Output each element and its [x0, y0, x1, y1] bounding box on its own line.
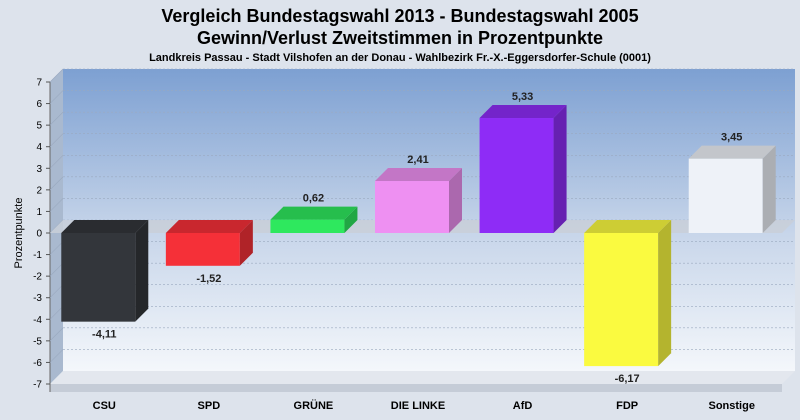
bar-top — [479, 105, 567, 119]
bar-front — [375, 181, 449, 233]
value-label: -6,17 — [615, 373, 640, 385]
y-tick-label: -3 — [33, 293, 42, 304]
grid-line-side — [49, 133, 64, 147]
category-labels: CSU SPD GRÜNE DIE LINKE AfD FDP Sonstige — [93, 399, 755, 412]
chart-location: Landkreis Passau - Stadt Vilshofen an de… — [149, 52, 651, 64]
bar-front — [270, 219, 345, 233]
bar-side — [449, 168, 462, 233]
grid-line-side — [49, 198, 64, 212]
y-tick-label: -4 — [33, 315, 42, 326]
grid-line-side — [49, 349, 64, 363]
category-label: CSU — [93, 400, 116, 412]
grid-line-side — [49, 284, 64, 298]
floor — [50, 371, 795, 384]
value-label: 3,45 — [721, 132, 742, 144]
grid-line-side — [49, 327, 64, 342]
bars — [61, 105, 776, 367]
y-tick-labels: 7 6 5 4 3 2 1 0 -1 -2 -3 -4 -5 -6 -7 — [33, 78, 50, 391]
bar-top — [375, 168, 462, 182]
value-labels: -4,11 -1,52 0,62 2,41 5,33 -6,17 3,45 — [92, 91, 742, 385]
grid-line-side — [49, 90, 64, 104]
bar-front — [165, 233, 240, 266]
value-label: 5,33 — [512, 91, 533, 103]
y-tick-label: 5 — [36, 121, 42, 132]
category-label: FDP — [616, 400, 638, 412]
chart-title: Vergleich Bundestagswahl 2013 - Bundesta… — [161, 6, 639, 26]
value-label: 0,62 — [303, 193, 324, 205]
bar-side — [553, 105, 567, 233]
bar-front — [479, 118, 554, 233]
category-label: GRÜNE — [294, 399, 334, 412]
y-tick-label: -5 — [33, 336, 42, 347]
category-label: AfD — [513, 400, 533, 412]
bar-top — [165, 220, 253, 233]
y-tick-label: 0 — [36, 229, 42, 240]
bar-fdp — [584, 220, 672, 367]
y-tick-label: 2 — [36, 185, 42, 196]
bar-front — [61, 233, 136, 322]
category-label: SPD — [198, 400, 221, 412]
grid-line-side — [49, 241, 64, 255]
y-tick-label: 1 — [36, 207, 42, 218]
chart-titles: Vergleich Bundestagswahl 2013 - Bundesta… — [0, 0, 800, 65]
grid-line-side — [49, 176, 64, 191]
y-tick-label: -1 — [33, 250, 42, 261]
bar-side — [762, 145, 776, 233]
value-label: -1,52 — [196, 273, 221, 285]
bar-front — [688, 158, 763, 233]
grid-line-side — [49, 306, 64, 320]
chart-subtitle: Gewinn/Verlust Zweitstimmen in Prozentpu… — [196, 28, 604, 48]
y-tick-label: 3 — [36, 164, 42, 175]
y-tick-label: -6 — [33, 358, 42, 369]
bar-top — [688, 145, 776, 159]
bar-side — [344, 206, 358, 233]
bar-top — [584, 220, 672, 233]
bar-spd — [165, 220, 253, 266]
y-tick-label: 4 — [36, 142, 42, 153]
value-label: 2,41 — [407, 154, 428, 166]
grid-line-side — [49, 155, 64, 169]
category-label: Sonstige — [708, 400, 754, 412]
bar-top — [61, 220, 149, 233]
bar-afd — [479, 105, 567, 233]
grid-line-side — [49, 262, 64, 277]
value-label: -4,11 — [92, 329, 116, 341]
bar-die-linke — [375, 168, 462, 233]
grid-line-side — [49, 68, 64, 83]
y-axis-label: Prozentpunkte — [13, 198, 25, 269]
bar-front — [584, 233, 659, 367]
y-tick-label: 6 — [36, 99, 42, 110]
y-tick-label: -2 — [33, 272, 42, 283]
category-label: DIE LINKE — [391, 400, 445, 412]
bar-top — [270, 206, 358, 220]
bar-side — [239, 220, 253, 266]
bar-side — [135, 220, 149, 322]
y-tick-label: 7 — [36, 78, 42, 89]
bar-sonstige — [688, 145, 776, 233]
bar-csu — [61, 220, 149, 322]
floor-edge — [50, 384, 782, 392]
y-tick-label: -7 — [33, 380, 42, 391]
bar-side — [658, 220, 672, 367]
bar-grüne — [270, 206, 358, 233]
grid-line-side — [49, 111, 64, 126]
